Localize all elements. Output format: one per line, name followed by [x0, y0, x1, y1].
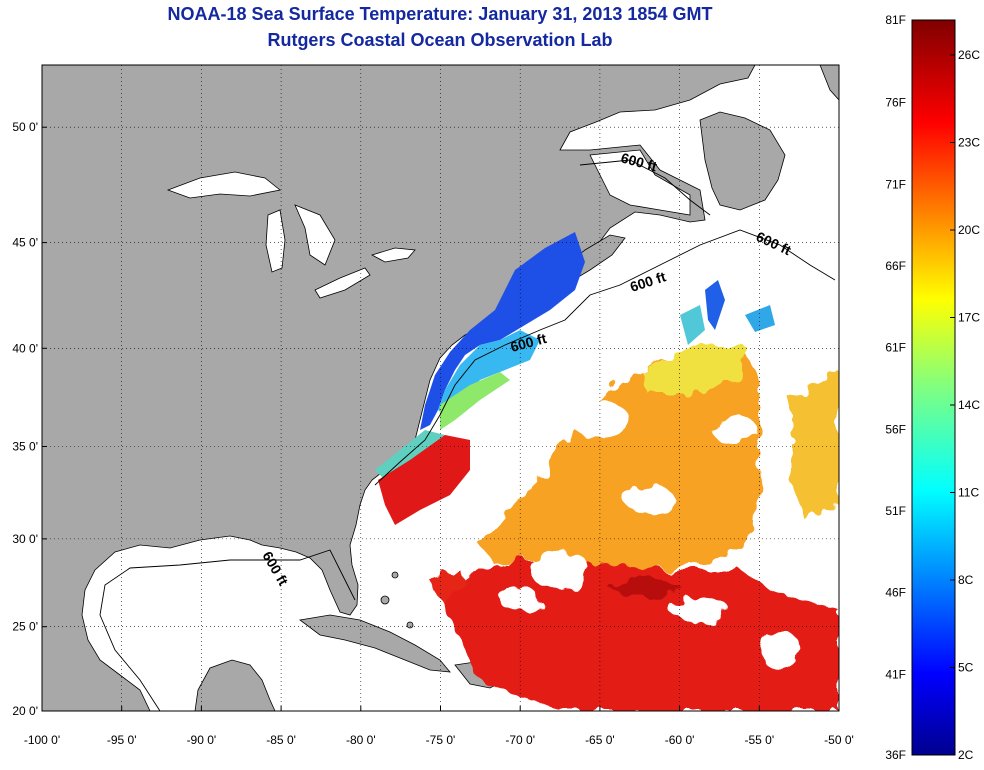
sst-warm-east [790, 370, 839, 520]
lon-tick-label: -80 0' [346, 733, 376, 747]
lat-tick-label: 20 0' [12, 704, 38, 718]
cuba-land [299, 614, 451, 673]
contour-st-lawrence [579, 159, 711, 216]
colorbar-f-label: 71F [885, 177, 906, 191]
lake-michigan [265, 209, 286, 273]
colorbar-f-label: 36F [885, 748, 906, 762]
colorbar [911, 19, 956, 756]
colorbar-f-label: 46F [885, 586, 906, 600]
map-title: NOAA-18 Sea Surface Temperature: January… [167, 4, 713, 24]
lon-tick-label: -85 0' [266, 733, 296, 747]
colorbar-f-label: 81F [885, 13, 906, 27]
sst-warm-yellow [640, 345, 745, 395]
sst-cold-shelf [420, 232, 585, 430]
lon-tick-label: -55 0' [744, 733, 774, 747]
lon-tick-label: -65 0' [585, 733, 615, 747]
lake-superior [166, 171, 281, 199]
lat-tick-label: 45 0' [12, 236, 38, 250]
colorbar-f-label: 56F [885, 422, 906, 436]
latitude-axis: 20 0' 25 0' 30 0' 35 0' 40 0' 45 0' 50 0' [12, 120, 47, 718]
sst-warm-orange [480, 345, 760, 575]
sst-shelf-warm [440, 372, 510, 430]
colorbar-fahrenheit-labels: 81F 76F 71F 66F 61F 56F 51F 46F 41F 36F [885, 13, 906, 762]
colorbar-c-label: 23C [958, 136, 980, 150]
lat-tick-label: 50 0' [12, 120, 38, 134]
colorbar-c-label: 11C [958, 486, 979, 500]
colorbar-c-label: 5C [958, 661, 974, 675]
colorbar-f-label: 76F [885, 96, 906, 110]
lake-erie [314, 267, 371, 299]
colorbar-c-label: 2C [958, 748, 974, 762]
sst-warm-red [440, 560, 839, 711]
lat-tick-label: 30 0' [12, 532, 38, 546]
colorbar-f-label: 66F [885, 259, 906, 273]
colorbar-c-label: 14C [958, 398, 980, 412]
lat-tick-label: 40 0' [12, 341, 38, 355]
lat-tick-label: 35 0' [12, 439, 38, 453]
contour-east-coast [374, 229, 836, 486]
colorbar-f-label: 41F [885, 667, 906, 681]
lake-ontario [370, 247, 416, 263]
lon-tick-label: -100 0' [24, 733, 60, 747]
colorbar-c-label: 20C [958, 223, 980, 237]
lon-tick-label: -50 0' [824, 733, 854, 747]
lon-tick-label: -70 0' [505, 733, 535, 747]
colorbar-f-label: 61F [885, 341, 906, 355]
greenland-land [819, 65, 839, 101]
contour-gulf [99, 549, 356, 711]
lon-tick-label: -60 0' [665, 733, 695, 747]
sst-cold-north-spots [705, 280, 725, 330]
colorbar-celsius-labels: 26C 23C 20C 17C 14C 11C 8C 5C 2C [950, 48, 980, 762]
depth-contours [99, 159, 836, 711]
colorbar-c-label: 26C [958, 48, 980, 62]
map-subtitle: Rutgers Coastal Ocean Observation Lab [267, 30, 613, 50]
longitude-axis: -100 0' -95 0' -90 0' -85 0' -80 0' -75 0' -70… [24, 706, 854, 747]
lon-tick-label: -95 0' [107, 733, 137, 747]
colorbar-c-label: 17C [958, 311, 980, 325]
sst-gulfstream-edge [378, 435, 470, 525]
colorbar-c-label: 8C [958, 573, 974, 587]
lon-tick-label: -90 0' [187, 733, 217, 747]
gulf-st-lawrence [589, 149, 691, 216]
sst-data [375, 232, 839, 711]
yucatan-land [194, 659, 276, 711]
lat-tick-label: 25 0' [12, 620, 38, 634]
newfoundland-land [699, 111, 786, 211]
great-lakes [166, 149, 691, 299]
lon-tick-label: -75 0' [426, 733, 456, 747]
lake-huron [294, 204, 336, 266]
colorbar-f-label: 51F [885, 504, 906, 518]
